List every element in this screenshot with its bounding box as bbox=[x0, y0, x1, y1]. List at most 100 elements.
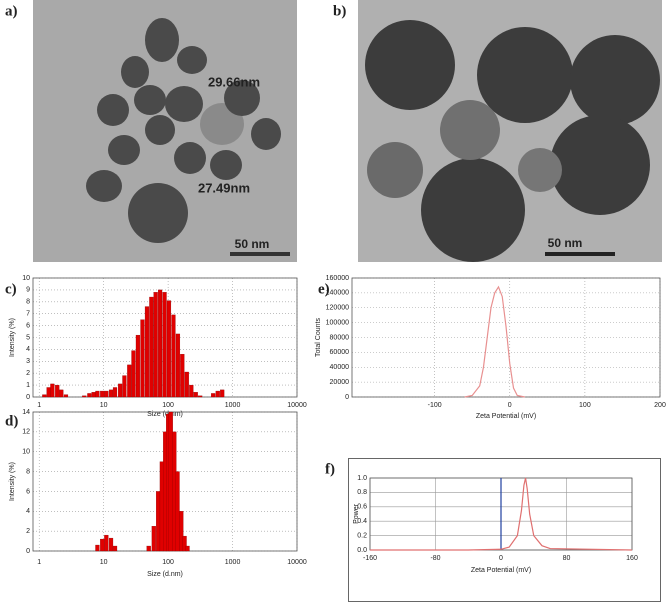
bar bbox=[104, 390, 109, 398]
plot-frame bbox=[351, 277, 661, 398]
bar bbox=[59, 389, 64, 398]
x-tick-label: 200 bbox=[654, 402, 666, 409]
bar bbox=[175, 333, 181, 398]
bar bbox=[63, 394, 69, 398]
y-tick-label: 0.8 bbox=[357, 489, 367, 496]
y-axis-title: Power bbox=[353, 503, 360, 524]
x-tick-label: 10000 bbox=[287, 559, 307, 566]
y-axis-title: Total Counts bbox=[315, 318, 322, 357]
y-tick-label: 4 bbox=[26, 508, 30, 515]
bar bbox=[140, 319, 145, 398]
y-axis-title: Intensity (%) bbox=[9, 462, 16, 501]
y-tick-label: 1 bbox=[26, 382, 30, 389]
x-tick-label: 160 bbox=[626, 555, 638, 562]
x-tick-label: 100 bbox=[162, 559, 174, 566]
line bbox=[464, 285, 525, 398]
y-tick-label: 100000 bbox=[326, 319, 349, 326]
panel-label: a) bbox=[5, 3, 18, 19]
particles-a bbox=[86, 18, 281, 243]
bar bbox=[91, 392, 96, 398]
bar bbox=[55, 384, 60, 398]
x-tick-label: 80 bbox=[563, 555, 571, 562]
bar bbox=[108, 389, 114, 398]
x-tick-label: 1000 bbox=[225, 559, 241, 566]
bar bbox=[180, 354, 185, 398]
x-axis-title: Zeta Potential (mV) bbox=[476, 413, 536, 420]
bar bbox=[95, 544, 100, 552]
panel-label: f) bbox=[325, 461, 335, 477]
x-tick-label: -80 bbox=[430, 555, 440, 562]
y-tick-label: 60000 bbox=[330, 349, 350, 356]
x-axis-title: Size (d.nm) bbox=[147, 411, 183, 418]
bar bbox=[211, 393, 216, 398]
y-tick-label: 2 bbox=[26, 370, 30, 377]
bar bbox=[131, 350, 136, 398]
bar bbox=[171, 314, 176, 398]
y-tick-label: 80000 bbox=[330, 334, 350, 341]
line bbox=[370, 477, 633, 551]
panel-label: c) bbox=[5, 281, 17, 297]
bar bbox=[185, 545, 190, 552]
panel-label: e) bbox=[318, 281, 330, 297]
bar bbox=[46, 387, 51, 398]
scale-label: 50 nm bbox=[235, 237, 270, 251]
annotation: 29.66nm bbox=[208, 74, 260, 89]
bar bbox=[184, 371, 189, 398]
y-tick-label: 160000 bbox=[326, 275, 349, 282]
bar bbox=[156, 491, 161, 552]
y-tick-label: 40000 bbox=[330, 364, 350, 371]
y-tick-label: 10 bbox=[22, 449, 30, 456]
bar bbox=[118, 383, 123, 398]
x-tick-label: 0 bbox=[499, 555, 503, 562]
bar bbox=[151, 526, 156, 552]
bar bbox=[157, 289, 163, 398]
x-tick-label: -100 bbox=[428, 402, 442, 409]
bar bbox=[182, 535, 187, 552]
y-tick-label: 9 bbox=[26, 287, 30, 294]
y-tick-label: 8 bbox=[26, 468, 30, 475]
bar bbox=[112, 545, 118, 552]
bar bbox=[135, 334, 141, 398]
y-tick-label: 0.4 bbox=[357, 518, 367, 525]
y-tick-label: 10 bbox=[22, 275, 30, 282]
y-tick-label: 4 bbox=[26, 346, 30, 353]
bar bbox=[220, 389, 225, 398]
y-tick-label: 120000 bbox=[326, 305, 349, 312]
y-tick-label: 14 bbox=[22, 409, 30, 416]
y-tick-label: 2 bbox=[26, 528, 30, 535]
y-tick-label: 1.0 bbox=[357, 475, 367, 482]
bar bbox=[189, 384, 194, 398]
x-tick-label: -160 bbox=[363, 555, 377, 562]
y-tick-label: 140000 bbox=[326, 290, 349, 297]
x-tick-label: 1 bbox=[37, 559, 41, 566]
y-tick-label: 0 bbox=[345, 394, 349, 401]
panel-label: b) bbox=[333, 3, 346, 19]
bar bbox=[166, 300, 172, 398]
bar bbox=[149, 296, 154, 398]
x-tick-label: 1000 bbox=[225, 402, 241, 409]
y-tick-label: 12 bbox=[22, 429, 30, 436]
scale-label: 50 nm bbox=[548, 236, 583, 250]
bar bbox=[144, 306, 150, 398]
y-tick-label: 3 bbox=[26, 358, 30, 365]
bar bbox=[87, 393, 92, 398]
bar bbox=[168, 411, 173, 552]
x-tick-label: 10000 bbox=[287, 402, 307, 409]
bar bbox=[175, 471, 180, 552]
x-axis-title: Zeta Potential (mV) bbox=[471, 567, 531, 574]
y-tick-label: 0.6 bbox=[357, 504, 367, 511]
y-tick-label: 0 bbox=[26, 394, 30, 401]
bar bbox=[127, 364, 132, 398]
bar bbox=[215, 390, 220, 398]
x-tick-label: 100 bbox=[579, 402, 591, 409]
panel-frame bbox=[348, 458, 661, 602]
panel-label: d) bbox=[5, 413, 18, 429]
x-tick-label: 0 bbox=[508, 402, 512, 409]
y-tick-label: 0.0 bbox=[357, 547, 367, 554]
bar bbox=[104, 534, 109, 552]
bar bbox=[193, 392, 198, 398]
bar bbox=[122, 375, 127, 398]
bar bbox=[100, 538, 105, 552]
bar bbox=[108, 537, 114, 552]
bar bbox=[112, 387, 118, 398]
